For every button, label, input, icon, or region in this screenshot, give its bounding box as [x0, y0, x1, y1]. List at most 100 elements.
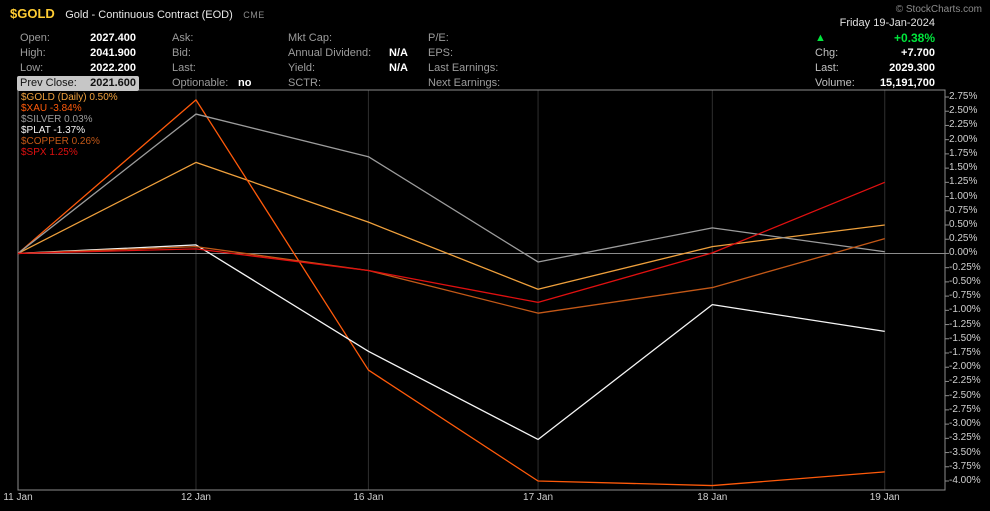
series-line-spx: [17, 181, 885, 304]
y-axis-tick-label: 1.50%: [949, 162, 978, 174]
change-value: +7.700: [901, 47, 935, 59]
legend-item-xau: $XAU -3.84%: [21, 103, 82, 114]
quote-column-4: P/E: EPS: Last Earnings: Next Earnings:: [428, 31, 568, 91]
quote-value: 2041.900: [90, 47, 136, 59]
quote-label: Mkt Cap:: [288, 32, 333, 44]
percent-change-value: +0.38%: [893, 31, 935, 45]
quote-row: Next Earnings:: [428, 76, 568, 91]
exchange-label: CME: [243, 10, 265, 20]
percent-change-row: ▲ +0.38%: [815, 31, 935, 46]
copyright-notice: © StockCharts.com: [895, 4, 982, 15]
quote-label: Annual Dividend:: [288, 47, 372, 59]
y-axis-tick-label: -3.50%: [949, 446, 981, 458]
series-line-gold: [17, 161, 885, 290]
y-axis-tick-label: 1.00%: [949, 190, 978, 202]
y-axis-tick-label: 0.50%: [949, 219, 978, 230]
y-axis-tick-label: 2.50%: [949, 105, 978, 117]
quote-label: Last Earnings:: [428, 62, 499, 74]
quote-label: P/E:: [428, 32, 449, 44]
series-line-plat: [17, 244, 885, 441]
change-label: Chg:: [815, 47, 839, 59]
y-axis-tick-label: -3.25%: [949, 432, 981, 444]
x-axis-label: 19 Jan: [869, 492, 900, 503]
y-axis-tick-label: 0.25%: [949, 233, 978, 245]
volume-value: 15,191,700: [879, 77, 935, 89]
quote-row: Open: 2027.400: [20, 31, 139, 46]
quote-label: Prev Close:: [20, 77, 77, 89]
quote-value: 2021.600: [90, 77, 136, 89]
y-axis-tick-label: -1.50%: [949, 332, 981, 344]
quote-value: N/A: [389, 47, 408, 59]
quote-label: Open:: [20, 32, 50, 44]
y-axis-tick-label: -1.25%: [949, 318, 981, 330]
up-arrow-icon: ▲: [815, 32, 826, 44]
ticker-symbol: $GOLD: [10, 6, 55, 21]
chart-header: $GOLD Gold - Continuous Contract (EOD) C…: [10, 5, 265, 23]
quote-label: SCTR:: [288, 77, 321, 89]
quote-label: Bid:: [172, 47, 191, 59]
y-axis-tick-label: -1.00%: [949, 304, 981, 316]
quote-value: N/A: [389, 62, 408, 74]
quote-row: Bid:: [172, 46, 298, 61]
x-axis-label: 11 Jan: [3, 492, 33, 503]
quote-value: [528, 31, 568, 46]
y-axis-tick-label: 0.00%: [949, 247, 978, 259]
quote-row: Mkt Cap:: [288, 31, 408, 46]
x-axis-label: 17 Jan: [523, 492, 554, 503]
y-axis-tick-label: -2.25%: [949, 375, 981, 387]
legend-item-plat: $PLAT -1.37%: [21, 125, 86, 136]
quote-value: [528, 46, 568, 61]
x-axis-label: 18 Jan: [697, 492, 728, 503]
volume-label: Volume:: [815, 77, 855, 89]
quote-value: 2027.400: [90, 32, 136, 44]
y-axis-tick-label: 0.75%: [949, 204, 978, 216]
instrument-title: Gold - Continuous Contract (EOD): [65, 9, 233, 21]
quote-column-3: Mkt Cap: Annual Dividend: N/A Yield: N/A SCTR…: [288, 31, 408, 91]
y-axis-tick-label: 2.00%: [949, 133, 978, 145]
legend-item-silver: $SILVER 0.03%: [21, 114, 93, 125]
legend-item-gold: $GOLD (Daily) 0.50%: [21, 92, 118, 103]
plot-border: [17, 89, 946, 491]
legend-item-copper: $COPPER 0.26%: [21, 136, 100, 147]
quote-label: Low:: [20, 62, 44, 74]
y-axis-tick-label: -0.75%: [949, 290, 981, 302]
y-axis-tick-label: 1.25%: [949, 176, 978, 188]
quote-row: Prev Close: 2021.600: [17, 76, 139, 91]
y-axis-tick-label: -1.75%: [949, 347, 981, 358]
quote-value: [384, 76, 408, 91]
quote-row: P/E:: [428, 31, 568, 46]
series-line-copper: [17, 238, 885, 314]
y-axis-tick-label: 2.75%: [949, 91, 978, 102]
y-axis-tick-label: -0.25%: [949, 261, 981, 273]
x-axis-label: 16 Jan: [353, 492, 384, 503]
volume-row: Volume: 15,191,700: [815, 76, 935, 91]
y-axis-tick-label: -4.00%: [949, 475, 981, 486]
quote-value: [528, 76, 568, 91]
quote-row: Low: 2022.200: [20, 61, 139, 76]
quote-column-2: Ask: Bid: Last: Optionable: no: [172, 31, 298, 91]
quote-value: [384, 31, 408, 46]
quote-label: Ask:: [172, 32, 194, 44]
legend-item-spx: $SPX 1.25%: [21, 147, 78, 158]
x-axis-label: 12 Jan: [180, 492, 211, 503]
y-axis-tick-label: 1.75%: [949, 147, 978, 159]
y-axis-tick-label: -3.75%: [949, 460, 981, 472]
quote-date: Friday 19-Jan-2024: [839, 17, 935, 29]
quote-label: Next Earnings:: [428, 77, 501, 89]
quote-row: EPS:: [428, 46, 568, 61]
y-axis-tick-label: 2.25%: [949, 119, 978, 131]
quote-label: Optionable:: [172, 77, 229, 89]
series-line-xau: [17, 99, 885, 487]
quote-row: Yield: N/A: [288, 61, 408, 76]
last-row: Last: 2029.300: [815, 61, 935, 76]
quote-row: Last:: [172, 61, 298, 76]
y-axis-tick-label: -2.00%: [949, 361, 981, 373]
quote-column-1: Open: 2027.400 High: 2041.900 Low: 2022.200 Pr…: [17, 31, 139, 91]
y-axis-tick-label: -0.50%: [949, 275, 981, 287]
y-axis-tick-label: -2.75%: [949, 403, 981, 415]
last-value: 2029.300: [889, 62, 935, 74]
y-axis-tick-label: -2.50%: [949, 389, 981, 401]
quote-value: [528, 61, 568, 76]
